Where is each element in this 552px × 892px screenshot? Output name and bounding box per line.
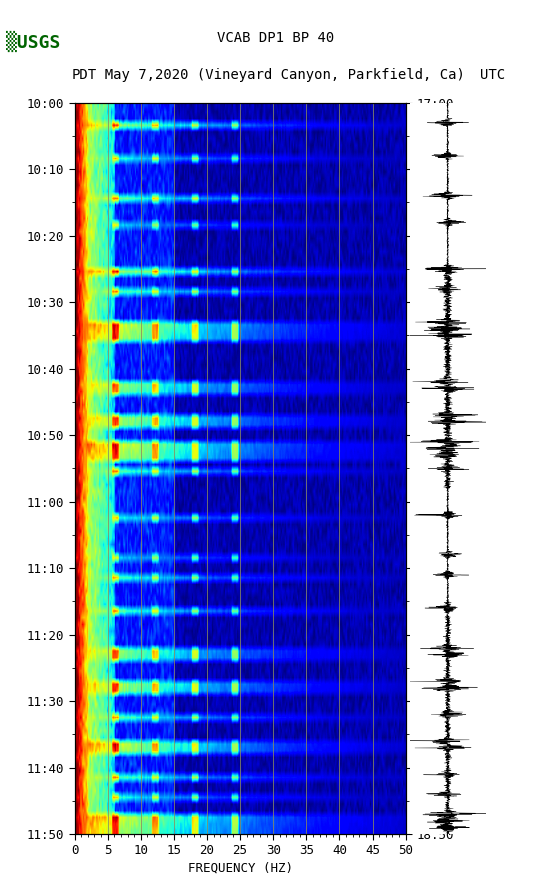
Text: UTC: UTC [480,69,506,82]
X-axis label: FREQUENCY (HZ): FREQUENCY (HZ) [188,862,293,874]
Text: PDT: PDT [72,69,97,82]
Text: May 7,2020 (Vineyard Canyon, Parkfield, Ca): May 7,2020 (Vineyard Canyon, Parkfield, … [88,69,464,82]
Text: VCAB DP1 BP 40: VCAB DP1 BP 40 [217,30,335,45]
Text: ▒USGS: ▒USGS [6,30,60,52]
